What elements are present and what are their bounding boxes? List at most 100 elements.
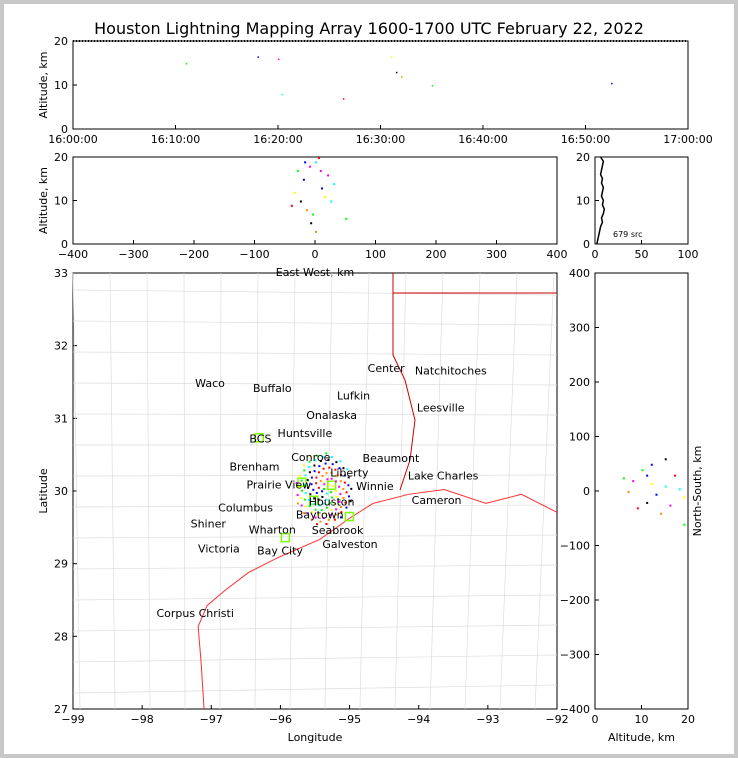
- source-point: [339, 516, 342, 519]
- ns-point: [646, 501, 649, 504]
- source-point: [306, 479, 309, 482]
- source-point: [325, 522, 328, 525]
- source-point: [327, 483, 330, 486]
- source-point: [329, 491, 332, 494]
- source-point: [315, 523, 318, 526]
- ew-point: [318, 157, 321, 159]
- county-line: [359, 272, 370, 710]
- lma-station-marker: [326, 480, 337, 491]
- time-point: [342, 98, 345, 100]
- hist-panel-y-tick-label: 20: [576, 151, 590, 164]
- city-label: Houston: [309, 495, 355, 508]
- ew-point: [302, 178, 305, 181]
- ns-panel-y-label: North-South, km: [691, 446, 704, 537]
- source-point: [347, 476, 350, 479]
- map-panel-y-tick-label: 28: [54, 630, 68, 643]
- ns-point: [641, 469, 644, 472]
- time-point: [395, 71, 398, 74]
- ew-point: [330, 200, 333, 203]
- source-point: [319, 480, 322, 483]
- ns-point: [683, 496, 686, 499]
- ew-panel-x-tick-label: 200: [426, 248, 447, 261]
- ew-point: [315, 161, 317, 164]
- ew-point: [310, 222, 313, 225]
- county-line: [72, 534, 558, 539]
- source-point: [319, 520, 322, 523]
- source-point: [300, 489, 303, 492]
- source-point: [339, 505, 342, 508]
- source-point: [315, 476, 318, 479]
- hist-panel-x-tick-label: 0: [592, 248, 599, 261]
- ew-point: [304, 161, 307, 164]
- source-count-label: 679 src: [613, 230, 643, 239]
- source-point: [324, 512, 327, 515]
- source-point: [335, 474, 338, 477]
- source-point: [333, 518, 336, 521]
- source-point: [296, 502, 299, 505]
- map-panel-x-label: Longitude: [288, 731, 343, 744]
- source-point: [325, 452, 328, 455]
- city-label: BCS: [249, 432, 271, 445]
- map-panel-x-tick-label: −96: [269, 713, 292, 726]
- source-point: [323, 483, 326, 486]
- city-label: Bay City: [257, 545, 303, 558]
- map-panel-x-tick-label: −95: [338, 713, 361, 726]
- ew-point: [293, 191, 296, 194]
- source-point: [322, 517, 325, 520]
- state-border-ok: [392, 273, 557, 294]
- map-panel-y-tick-label: 27: [54, 703, 68, 716]
- time-point: [431, 85, 434, 87]
- ns-point: [660, 512, 663, 515]
- time-panel-x-tick-label: 16:00:00: [48, 133, 97, 146]
- source-point: [342, 496, 345, 499]
- time-panel-y-tick-label: 10: [54, 79, 68, 92]
- city-label: Victoria: [198, 542, 240, 555]
- ns-point: [678, 488, 681, 491]
- map-panel-x-tick-label: −99: [61, 713, 84, 726]
- time-panel-x-tick-label: 16:30:00: [356, 133, 405, 146]
- source-point: [321, 490, 324, 493]
- time-point: [257, 56, 259, 58]
- source-point: [325, 492, 328, 495]
- source-point: [312, 503, 315, 506]
- source-point: [314, 516, 317, 519]
- source-point: [322, 502, 325, 505]
- county-line: [72, 564, 558, 570]
- ns-point: [650, 482, 653, 485]
- source-point: [322, 467, 325, 470]
- state-border-la: [392, 293, 416, 491]
- county-line: [499, 272, 518, 710]
- source-point: [317, 498, 320, 501]
- map-panel-y-tick-label: 30: [54, 485, 68, 498]
- city-label: Lake Charles: [408, 469, 479, 482]
- county-line: [72, 289, 558, 296]
- ew-panel-x-tick-label: 100: [365, 248, 386, 261]
- time-point: [611, 82, 613, 85]
- source-point: [340, 511, 343, 514]
- ew-point: [296, 170, 299, 173]
- source-point: [330, 455, 333, 458]
- source-point: [318, 504, 321, 507]
- map-panel-x-tick-label: −98: [131, 713, 154, 726]
- county-line: [72, 594, 558, 601]
- source-point: [326, 478, 329, 481]
- figure: Houston Lightning Mapping Array 1600-170…: [4, 4, 734, 754]
- time-panel-frame: [72, 40, 689, 130]
- ew-panel-y-tick-label: 0: [61, 238, 68, 251]
- coastline: [197, 488, 558, 710]
- source-point: [310, 483, 313, 486]
- city-label: Winnie: [356, 480, 394, 493]
- ew-point: [311, 213, 314, 216]
- ns-panel-y-tick-label: 300: [569, 322, 590, 335]
- source-point: [316, 454, 319, 457]
- source-point: [317, 471, 320, 474]
- ew-point: [333, 183, 336, 186]
- map-panel-y-tick-label: 29: [54, 558, 68, 571]
- source-point: [343, 481, 346, 484]
- hist-panel-x-tick-label: 100: [678, 248, 699, 261]
- source-point: [304, 505, 307, 508]
- county-line: [72, 474, 558, 477]
- city-label: Center: [368, 362, 406, 375]
- ew-point: [305, 209, 308, 212]
- map-panel-frame: [72, 272, 558, 710]
